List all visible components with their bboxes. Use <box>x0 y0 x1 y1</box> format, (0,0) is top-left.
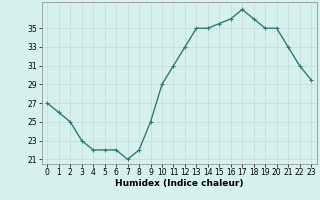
X-axis label: Humidex (Indice chaleur): Humidex (Indice chaleur) <box>115 179 244 188</box>
